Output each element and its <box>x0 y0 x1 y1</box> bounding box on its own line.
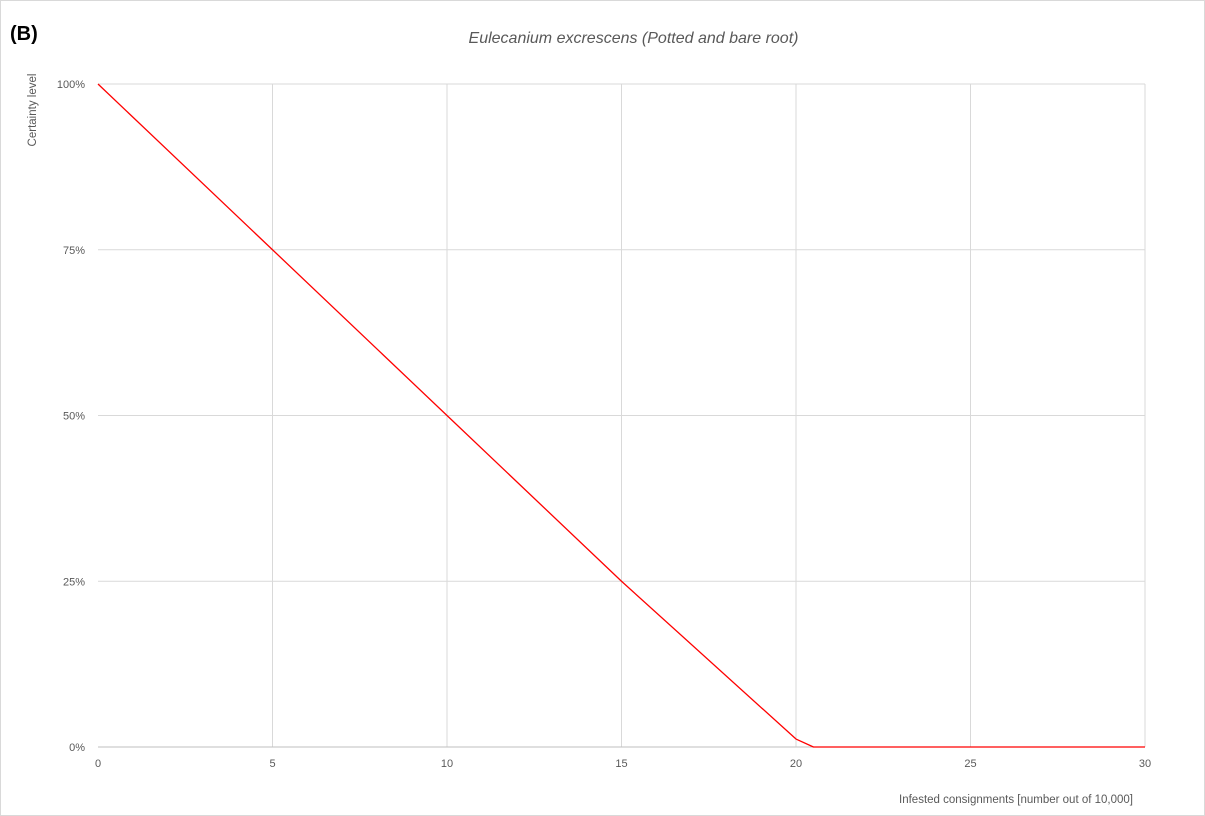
x-tick-label: 5 <box>269 758 275 770</box>
chart-title: Eulecanium excrescens (Potted and bare r… <box>468 30 799 47</box>
y-tick-label: 25% <box>63 576 85 588</box>
x-axis-label: Infested consignments [number out of 10,… <box>899 794 1133 806</box>
x-tick-labels: 0 5 10 15 20 25 30 <box>95 758 1151 770</box>
y-tick-label: 75% <box>63 245 85 257</box>
y-tick-label: 100% <box>57 79 85 91</box>
x-tick-label: 0 <box>95 758 101 770</box>
y-tick-labels: 0% 25% 50% 75% 100% <box>57 79 85 754</box>
x-tick-label: 20 <box>790 758 802 770</box>
x-tick-label: 25 <box>964 758 976 770</box>
series-layer <box>97 83 1145 748</box>
series-line <box>97 83 1145 748</box>
y-tick-label: 0% <box>69 742 85 754</box>
x-tick-label: 10 <box>441 758 453 770</box>
panel-label: (B) <box>10 23 38 45</box>
gridlines <box>98 83 1146 747</box>
x-tick-label: 15 <box>615 758 627 770</box>
x-tick-label: 30 <box>1139 758 1151 770</box>
y-tick-label: 50% <box>63 411 85 423</box>
